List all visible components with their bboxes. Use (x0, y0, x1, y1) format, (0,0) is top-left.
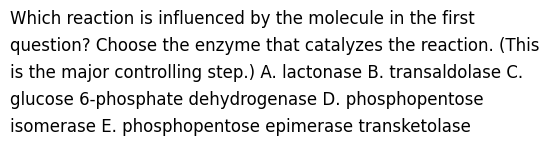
Text: isomerase E. phosphopentose epimerase transketolase: isomerase E. phosphopentose epimerase tr… (10, 118, 471, 136)
Text: glucose 6-phosphate dehydrogenase D. phosphopentose: glucose 6-phosphate dehydrogenase D. pho… (10, 91, 484, 109)
Text: Which reaction is influenced by the molecule in the first: Which reaction is influenced by the mole… (10, 10, 475, 28)
Text: is the major controlling step.) A. lactonase B. transaldolase C.: is the major controlling step.) A. lacto… (10, 64, 523, 82)
Text: question? Choose the enzyme that catalyzes the reaction. (This: question? Choose the enzyme that catalyz… (10, 37, 540, 55)
